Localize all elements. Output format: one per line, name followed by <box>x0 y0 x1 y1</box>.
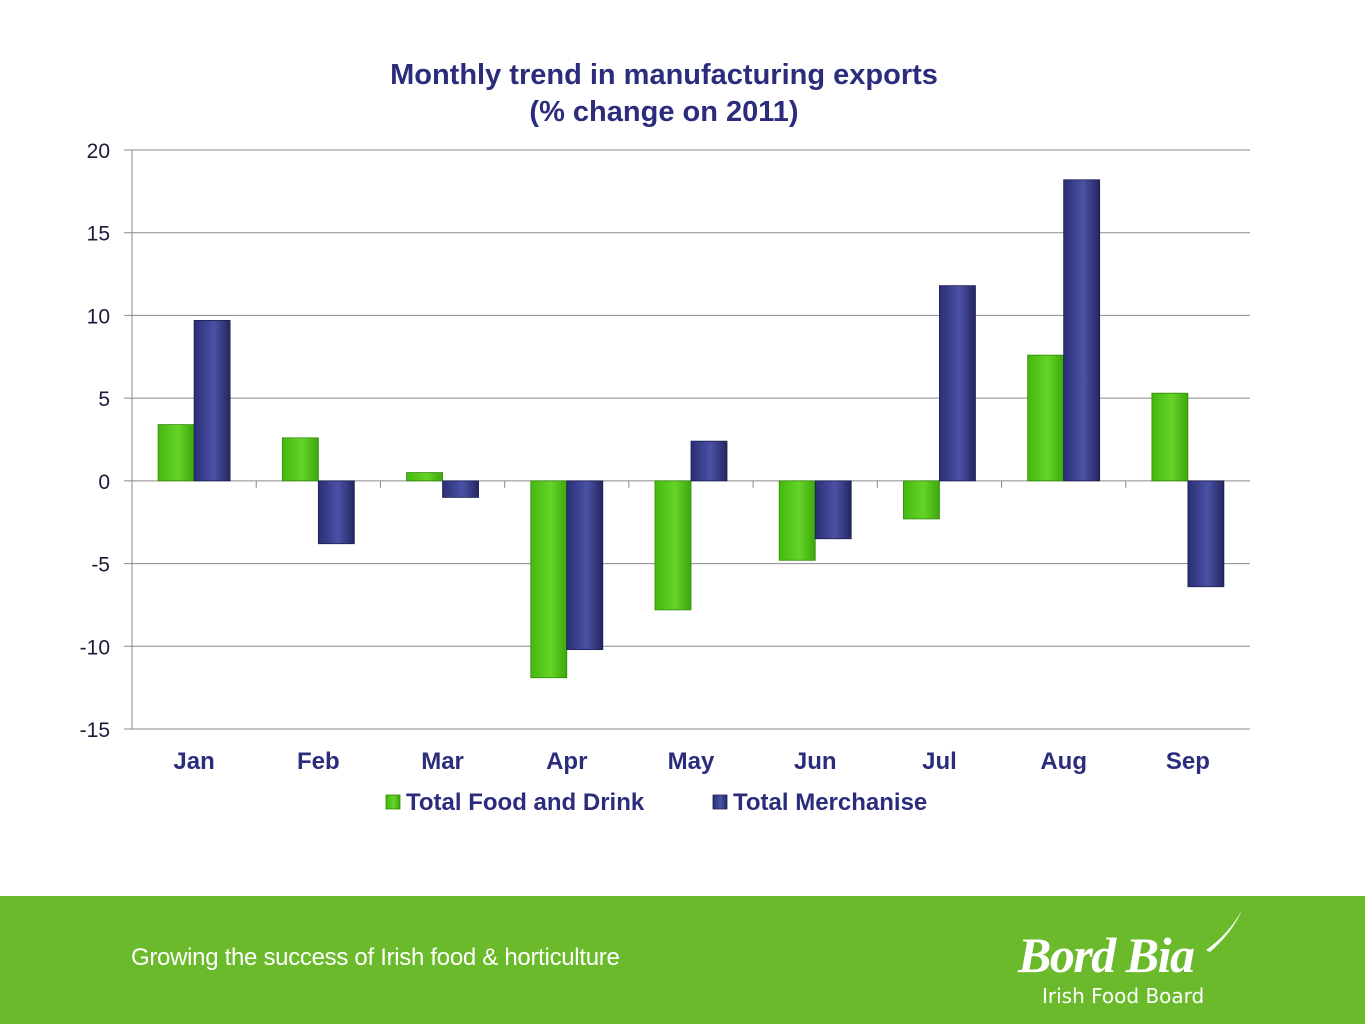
bar-total-food-and-drink-may <box>654 480 692 611</box>
y-tick-label: 10 <box>87 305 110 328</box>
bar-total-food-and-drink-jun <box>778 480 816 561</box>
logo-wordmark: Bord Bia <box>1018 927 1195 983</box>
y-tick-label: 15 <box>87 223 110 246</box>
bar-total-food-and-drink-apr <box>530 480 568 679</box>
x-category-label: Mar <box>421 748 464 775</box>
bar-total-merchanise-aug <box>1063 179 1101 482</box>
bar-total-food-and-drink-sep <box>1151 392 1189 482</box>
legend: Total Food and Drink Total Merchanise <box>385 789 927 816</box>
bar-total-merchanise-may <box>690 440 728 482</box>
bar-total-food-and-drink-feb <box>281 437 319 482</box>
logo-swoosh-icon <box>1206 910 1242 952</box>
bar-total-merchanise-jun <box>814 480 852 540</box>
chart-subtitle: (% change on 2011) <box>529 96 798 128</box>
chart-title: Monthly trend in manufacturing exports <box>390 59 938 91</box>
legend-label: Total Food and Drink <box>406 789 645 816</box>
legend-swatch-total-merchanise <box>712 794 728 810</box>
x-category-label: Feb <box>297 748 340 775</box>
footer-band <box>0 896 1365 1024</box>
y-tick-label: -10 <box>80 636 110 659</box>
x-category-label: Jun <box>794 748 837 775</box>
x-axis-categories: Jan Feb Mar Apr May Jun Jul Aug Sep <box>173 748 1209 775</box>
bar-total-merchanise-jan <box>193 319 231 482</box>
x-category-label: Apr <box>546 748 587 775</box>
bar-total-food-and-drink-mar <box>406 472 443 482</box>
bar-total-food-and-drink-jan <box>157 424 195 482</box>
y-tick-label: -15 <box>80 719 110 742</box>
y-tick-label: -5 <box>91 554 110 577</box>
x-category-label: May <box>668 748 715 775</box>
bar-total-food-and-drink-aug <box>1027 354 1065 482</box>
footer-tagline: Growing the success of Irish food & hort… <box>131 944 620 971</box>
x-category-label: Jan <box>173 748 214 775</box>
y-tick-label: 0 <box>98 471 110 494</box>
logo-subtitle: Irish Food Board <box>1042 984 1205 1008</box>
chart: Monthly trend in manufacturing exports (… <box>80 59 1250 816</box>
legend-label: Total Merchanise <box>733 789 927 816</box>
x-category-label: Aug <box>1040 748 1087 775</box>
y-axis-ticks: 20 15 10 5 0 -5 -10 -15 <box>80 140 110 742</box>
y-tick-label: 5 <box>98 388 110 411</box>
bar-total-food-and-drink-jul <box>903 480 940 520</box>
x-category-label: Jul <box>922 748 957 775</box>
bord-bia-logo: Bord Bia Irish Food Board <box>1010 906 1250 1016</box>
y-tick-label: 20 <box>87 140 110 163</box>
bars <box>157 179 1225 679</box>
bar-total-merchanise-sep <box>1187 480 1225 588</box>
bar-total-merchanise-feb <box>317 480 355 545</box>
bar-total-merchanise-mar <box>442 480 479 498</box>
x-category-label: Sep <box>1166 748 1210 775</box>
bar-total-merchanise-apr <box>566 480 604 650</box>
bar-total-merchanise-jul <box>939 285 976 482</box>
legend-swatch-total-food-and-drink <box>385 794 401 810</box>
